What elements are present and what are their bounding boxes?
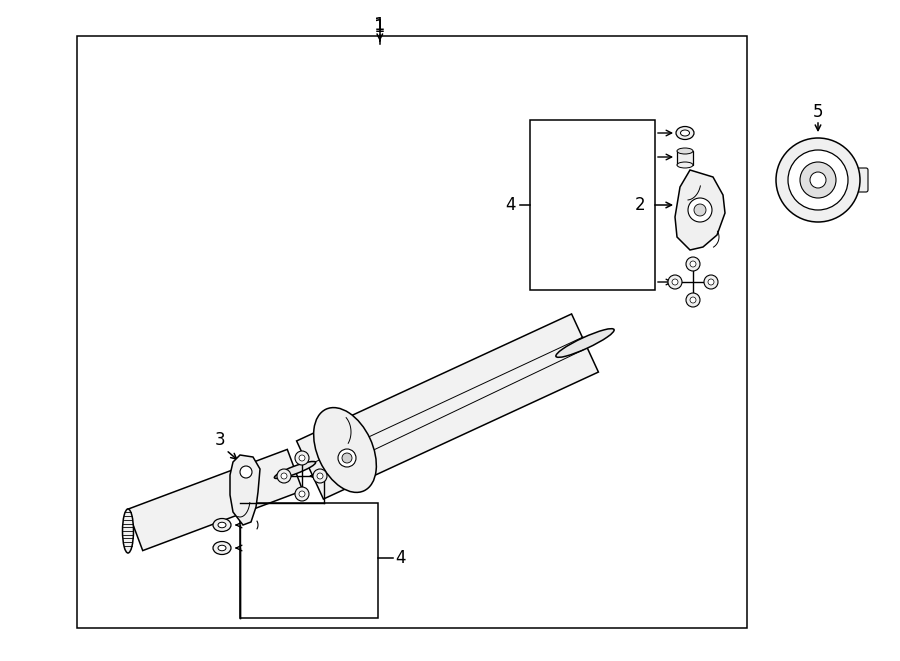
Polygon shape	[675, 170, 725, 250]
Circle shape	[668, 275, 682, 289]
Circle shape	[277, 469, 291, 483]
Circle shape	[299, 491, 305, 497]
Text: 2: 2	[634, 196, 645, 214]
Polygon shape	[230, 455, 260, 525]
Text: 1: 1	[374, 16, 385, 34]
Polygon shape	[297, 314, 598, 499]
Ellipse shape	[680, 130, 689, 136]
Polygon shape	[127, 449, 302, 551]
FancyBboxPatch shape	[848, 168, 868, 192]
Ellipse shape	[338, 449, 356, 467]
Circle shape	[788, 150, 848, 210]
Circle shape	[295, 451, 309, 465]
Circle shape	[672, 279, 678, 285]
Circle shape	[313, 469, 327, 483]
Circle shape	[708, 279, 714, 285]
Ellipse shape	[274, 461, 316, 479]
Ellipse shape	[213, 541, 231, 555]
Circle shape	[810, 172, 826, 188]
Circle shape	[690, 261, 696, 267]
Ellipse shape	[218, 522, 226, 527]
Ellipse shape	[677, 162, 693, 168]
Bar	[677, 151, 693, 165]
Circle shape	[686, 257, 700, 271]
Circle shape	[800, 162, 836, 198]
Text: 1: 1	[374, 18, 385, 36]
Circle shape	[688, 198, 712, 222]
Circle shape	[776, 138, 860, 222]
Ellipse shape	[556, 329, 614, 358]
Text: 4: 4	[395, 549, 405, 567]
Circle shape	[281, 473, 287, 479]
Circle shape	[694, 204, 706, 216]
Circle shape	[240, 466, 252, 478]
Ellipse shape	[122, 509, 133, 553]
Bar	[240, 503, 378, 618]
Circle shape	[704, 275, 718, 289]
Circle shape	[299, 455, 305, 461]
Text: 3: 3	[215, 431, 225, 449]
Circle shape	[295, 487, 309, 501]
Ellipse shape	[213, 518, 231, 531]
Ellipse shape	[313, 408, 376, 492]
Ellipse shape	[218, 545, 226, 551]
Ellipse shape	[677, 148, 693, 154]
Text: 4: 4	[505, 196, 515, 214]
Bar	[530, 120, 655, 290]
Bar	[76, 36, 747, 628]
Ellipse shape	[342, 453, 352, 463]
Circle shape	[690, 297, 696, 303]
Circle shape	[686, 293, 700, 307]
Text: 5: 5	[813, 103, 824, 121]
Ellipse shape	[676, 126, 694, 139]
Circle shape	[317, 473, 323, 479]
